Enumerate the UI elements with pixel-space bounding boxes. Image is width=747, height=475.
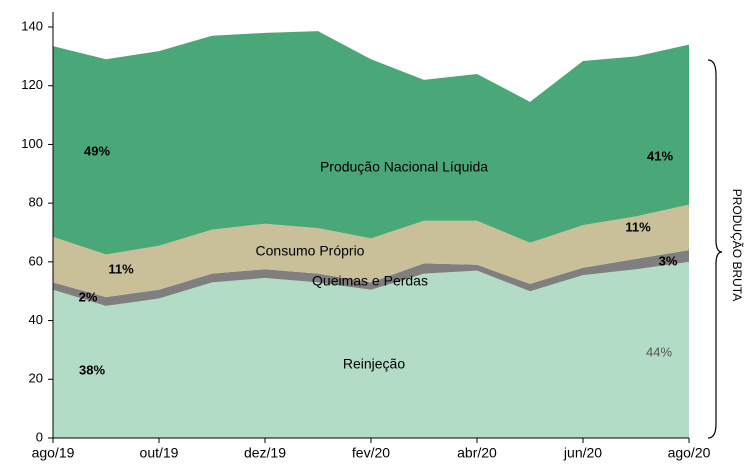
area xyxy=(53,250,689,306)
series-label: Produção Nacional Líquida xyxy=(320,159,488,175)
x-tick-label: jun/20 xyxy=(563,445,602,461)
y-tick-label: 100 xyxy=(21,136,43,151)
brace xyxy=(707,59,723,439)
y-tick-label: 60 xyxy=(29,253,43,268)
y-tick-label: 80 xyxy=(29,195,43,210)
annotation: 11% xyxy=(625,219,651,234)
x-tick-label: dez/19 xyxy=(244,445,286,461)
x-tick-label: ago/19 xyxy=(32,445,75,461)
y-tick-label: 120 xyxy=(21,77,43,92)
x-tick-label: fev/20 xyxy=(352,445,390,461)
side-label: PRODUÇÃO BRUTA xyxy=(730,189,744,301)
area xyxy=(53,261,689,438)
annotation: 38% xyxy=(79,362,105,377)
y-tick-label: 20 xyxy=(29,371,43,386)
x-tick-label: out/19 xyxy=(140,445,179,461)
annotation: 3% xyxy=(659,253,678,268)
annotation: 49% xyxy=(84,143,110,158)
annotation: 2% xyxy=(79,289,98,304)
series-label: Queimas e Perdas xyxy=(312,273,428,289)
y-tick-label: 40 xyxy=(29,312,43,327)
y-tick-label: 140 xyxy=(21,18,43,33)
area xyxy=(53,204,689,298)
annotation: 41% xyxy=(647,148,673,163)
annotation: 11% xyxy=(108,261,134,276)
area xyxy=(53,31,689,255)
x-tick-label: abr/20 xyxy=(457,445,497,461)
annotation: 44% xyxy=(646,344,672,359)
x-tick-label: ago/20 xyxy=(668,445,711,461)
series-label: Reinjeção xyxy=(343,356,405,372)
series-label: Consumo Próprio xyxy=(256,243,365,259)
y-tick-label: 0 xyxy=(36,429,43,444)
